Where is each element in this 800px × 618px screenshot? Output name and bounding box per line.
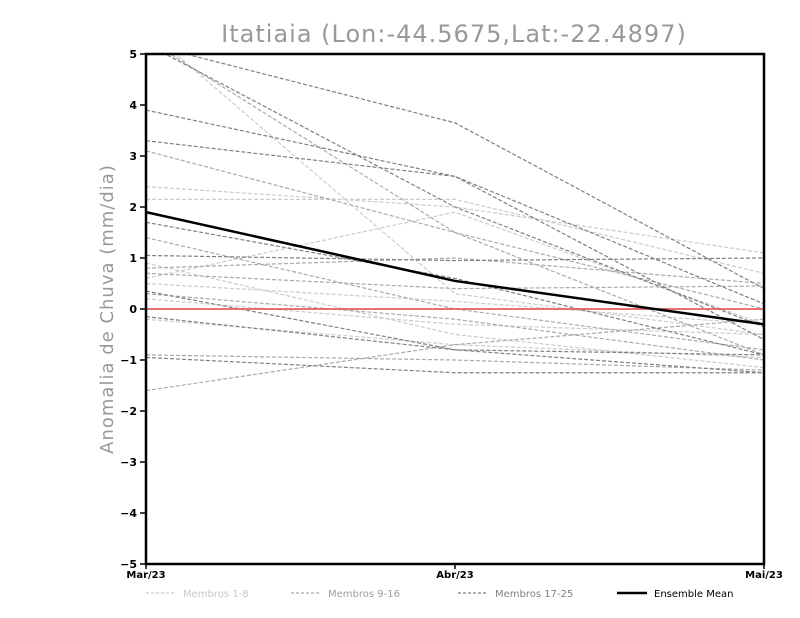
x-tick-label: Mar/23 [126, 570, 165, 581]
y-axis-ticks: −5 −4 −3 −2 −1 0 1 2 3 4 5 [120, 48, 146, 571]
member-line [146, 257, 764, 285]
member-line [146, 237, 764, 351]
member-line [146, 318, 764, 392]
member-line [146, 198, 764, 274]
member-line [146, 282, 764, 325]
legend-label: Ensemble Mean [654, 589, 733, 600]
member-line [146, 290, 764, 374]
y-tick-label: 2 [129, 201, 137, 214]
x-tick-label: Abr/23 [436, 570, 473, 581]
y-tick-label: 3 [129, 150, 137, 163]
member-line [146, 221, 764, 356]
y-axis-label: Anomalia de Chuva (mm/dia) [97, 164, 118, 454]
x-tick-label: Mai/23 [745, 570, 783, 581]
member-line [146, 298, 764, 336]
member-line [146, 150, 764, 310]
member-line [146, 316, 764, 356]
member-line [146, 354, 764, 371]
member-line [146, 211, 764, 325]
y-tick-label: −4 [120, 507, 137, 520]
ensemble-member-lines [146, 54, 764, 392]
member-line [146, 272, 764, 290]
member-line [183, 54, 764, 290]
member-line [146, 254, 764, 262]
legend: Membros 1-8 Membros 9-16 Membros 17-25 Ense… [146, 589, 733, 600]
legend-label: Membros 17-25 [495, 589, 573, 600]
x-axis-ticks: Mar/23 Abr/23 Mai/23 [126, 564, 783, 581]
member-line [146, 356, 764, 374]
member-line [146, 318, 764, 359]
member-line [174, 54, 764, 336]
legend-label: Membros 1-8 [183, 589, 249, 600]
y-tick-label: 4 [129, 99, 137, 112]
y-tick-label: 1 [129, 252, 137, 265]
y-tick-label: −2 [120, 405, 137, 418]
y-tick-label: −3 [120, 456, 137, 469]
member-line [146, 109, 764, 305]
chart-title: Itatiaia (Lon:-44.5675,Lat:-22.4897) [221, 20, 687, 48]
y-tick-label: 5 [129, 48, 137, 61]
member-line [169, 54, 764, 356]
legend-label: Membros 9-16 [328, 589, 400, 600]
member-line [146, 140, 764, 341]
member-line [146, 293, 764, 361]
member-line [146, 186, 764, 254]
y-tick-label: −1 [120, 354, 137, 367]
y-tick-label: −5 [120, 558, 137, 571]
plot-frame [144, 52, 766, 566]
member-line [146, 262, 764, 369]
member-line [164, 54, 764, 328]
ensemble-mean-line [145, 210, 765, 326]
y-tick-label: 0 [129, 303, 137, 316]
